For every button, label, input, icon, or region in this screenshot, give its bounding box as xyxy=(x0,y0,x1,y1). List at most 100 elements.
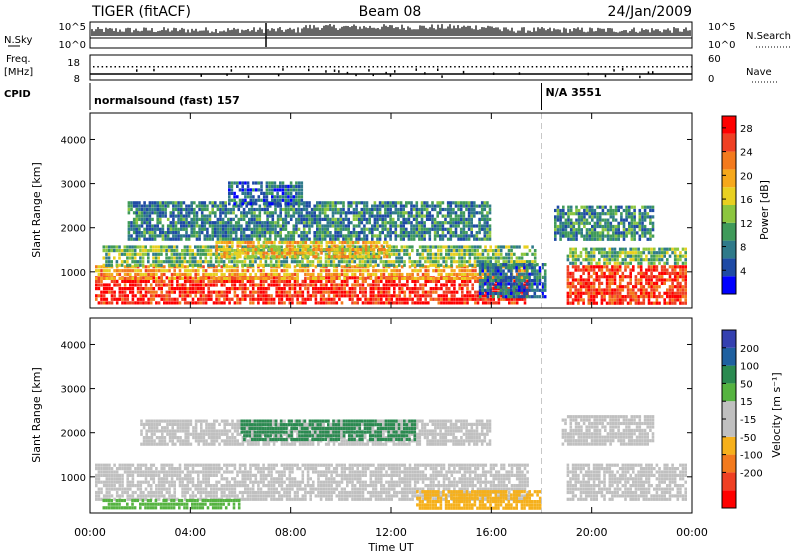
heatmap-cell xyxy=(258,207,262,212)
heatmap-cell xyxy=(420,204,424,208)
heatmap-cell xyxy=(284,224,288,228)
heatmap-cell xyxy=(459,234,463,238)
nave-dot xyxy=(514,66,516,68)
heatmap-cell xyxy=(442,290,446,294)
heatmap-cell xyxy=(250,234,254,238)
heatmap-cell xyxy=(466,269,469,273)
heatmap-cell xyxy=(259,260,262,264)
heatmap-cell xyxy=(220,290,224,294)
heatmap-cell xyxy=(123,301,127,305)
heatmap-cell xyxy=(170,301,174,305)
heatmap-cell xyxy=(478,291,482,296)
heatmap-cell xyxy=(178,256,181,260)
heatmap-cell xyxy=(489,269,492,273)
heatmap-cell xyxy=(420,231,424,235)
heatmap-cell xyxy=(382,263,385,267)
heatmap-cell xyxy=(348,294,352,298)
heatmap-cell xyxy=(279,231,282,235)
heatmap-cell xyxy=(217,260,221,264)
heatmap-cell xyxy=(475,211,479,215)
heatmap-cell xyxy=(399,221,403,225)
heatmap-cell xyxy=(373,234,377,238)
heatmap-cell xyxy=(206,214,209,218)
heatmap-cell xyxy=(318,207,322,212)
heatmap-cell xyxy=(287,231,290,235)
heatmap-cell xyxy=(230,184,234,188)
heatmap-cell xyxy=(220,260,223,264)
heatmap-cell xyxy=(264,272,268,277)
heatmap-cell xyxy=(521,297,524,301)
heatmap-cell xyxy=(144,265,148,269)
heatmap-cell xyxy=(380,279,383,283)
heatmap-cell xyxy=(194,272,197,277)
heatmap-cell xyxy=(264,276,268,280)
heatmap-cell xyxy=(185,214,188,218)
heatmap-cell xyxy=(344,211,348,215)
heatmap-cell xyxy=(445,287,448,291)
heatmap-cell xyxy=(380,287,383,291)
heatmap-cell xyxy=(587,275,591,279)
heatmap-cell xyxy=(293,269,297,273)
heatmap-cell xyxy=(177,201,180,205)
heatmap-cell xyxy=(123,260,127,264)
heatmap-cell xyxy=(346,272,349,277)
heatmap-cell xyxy=(182,214,186,218)
heatmap-cell xyxy=(621,301,625,305)
heatmap-cell xyxy=(240,217,243,221)
heatmap-cell xyxy=(408,290,412,294)
heatmap-cell xyxy=(368,231,371,235)
heatmap-cell xyxy=(331,201,335,205)
heatmap-cell xyxy=(329,231,332,235)
heatmap-cell xyxy=(107,249,111,253)
heatmap-cell xyxy=(587,268,591,272)
heatmap-cell xyxy=(230,191,234,195)
nave-dot xyxy=(566,66,568,68)
heatmap-cell xyxy=(229,234,233,238)
heatmap-cell xyxy=(398,272,401,277)
heatmap-cell xyxy=(297,181,301,185)
heatmap-cell xyxy=(489,279,492,283)
heatmap-cell xyxy=(340,260,343,264)
heatmap-cell xyxy=(413,301,417,305)
heatmap-cell xyxy=(123,245,127,249)
heatmap-cell xyxy=(282,221,285,225)
heatmap-cell xyxy=(241,263,244,267)
heatmap-cell xyxy=(295,211,298,215)
heatmap-cell xyxy=(478,204,481,208)
heatmap-cell xyxy=(260,191,263,195)
heatmap-cell xyxy=(289,195,293,199)
heatmap-cell xyxy=(206,221,209,225)
heatmap-cell xyxy=(616,288,619,292)
heatmap-cell xyxy=(262,279,265,283)
heatmap-cell xyxy=(248,237,251,241)
heatmap-cell xyxy=(348,269,352,273)
heatmap-cell xyxy=(309,263,312,267)
heatmap-cell xyxy=(392,245,396,249)
heatmap-cell xyxy=(347,211,350,215)
heatmap-cell xyxy=(598,275,601,279)
heatmap-cell xyxy=(157,269,161,273)
heatmap-cell xyxy=(416,249,419,253)
heatmap-cell xyxy=(261,234,264,238)
heatmap-cell xyxy=(228,276,231,280)
heatmap-cell xyxy=(297,188,301,192)
heatmap-cell xyxy=(478,288,482,292)
heatmap-cell xyxy=(266,204,269,208)
heatmap-cell xyxy=(193,234,196,238)
heatmap-cell xyxy=(618,295,622,299)
heatmap-cell xyxy=(144,269,148,273)
cpid-row: CPID normalsound (fast) 157 N/A 3551 xyxy=(4,83,602,110)
heatmap-cell xyxy=(398,269,401,273)
heatmap-cell xyxy=(418,231,421,235)
heatmap-cell xyxy=(608,295,612,299)
heatmap-cell xyxy=(245,234,248,238)
heatmap-cell xyxy=(198,201,201,205)
heatmap-cell xyxy=(279,198,282,202)
heatmap-cell xyxy=(616,298,619,302)
heatmap-cell xyxy=(321,207,324,212)
heatmap-cell xyxy=(314,294,318,298)
heatmap-cell xyxy=(202,297,205,301)
heatmap-cell xyxy=(123,294,127,298)
heatmap-cell xyxy=(520,263,524,267)
heatmap-cell xyxy=(246,244,250,248)
